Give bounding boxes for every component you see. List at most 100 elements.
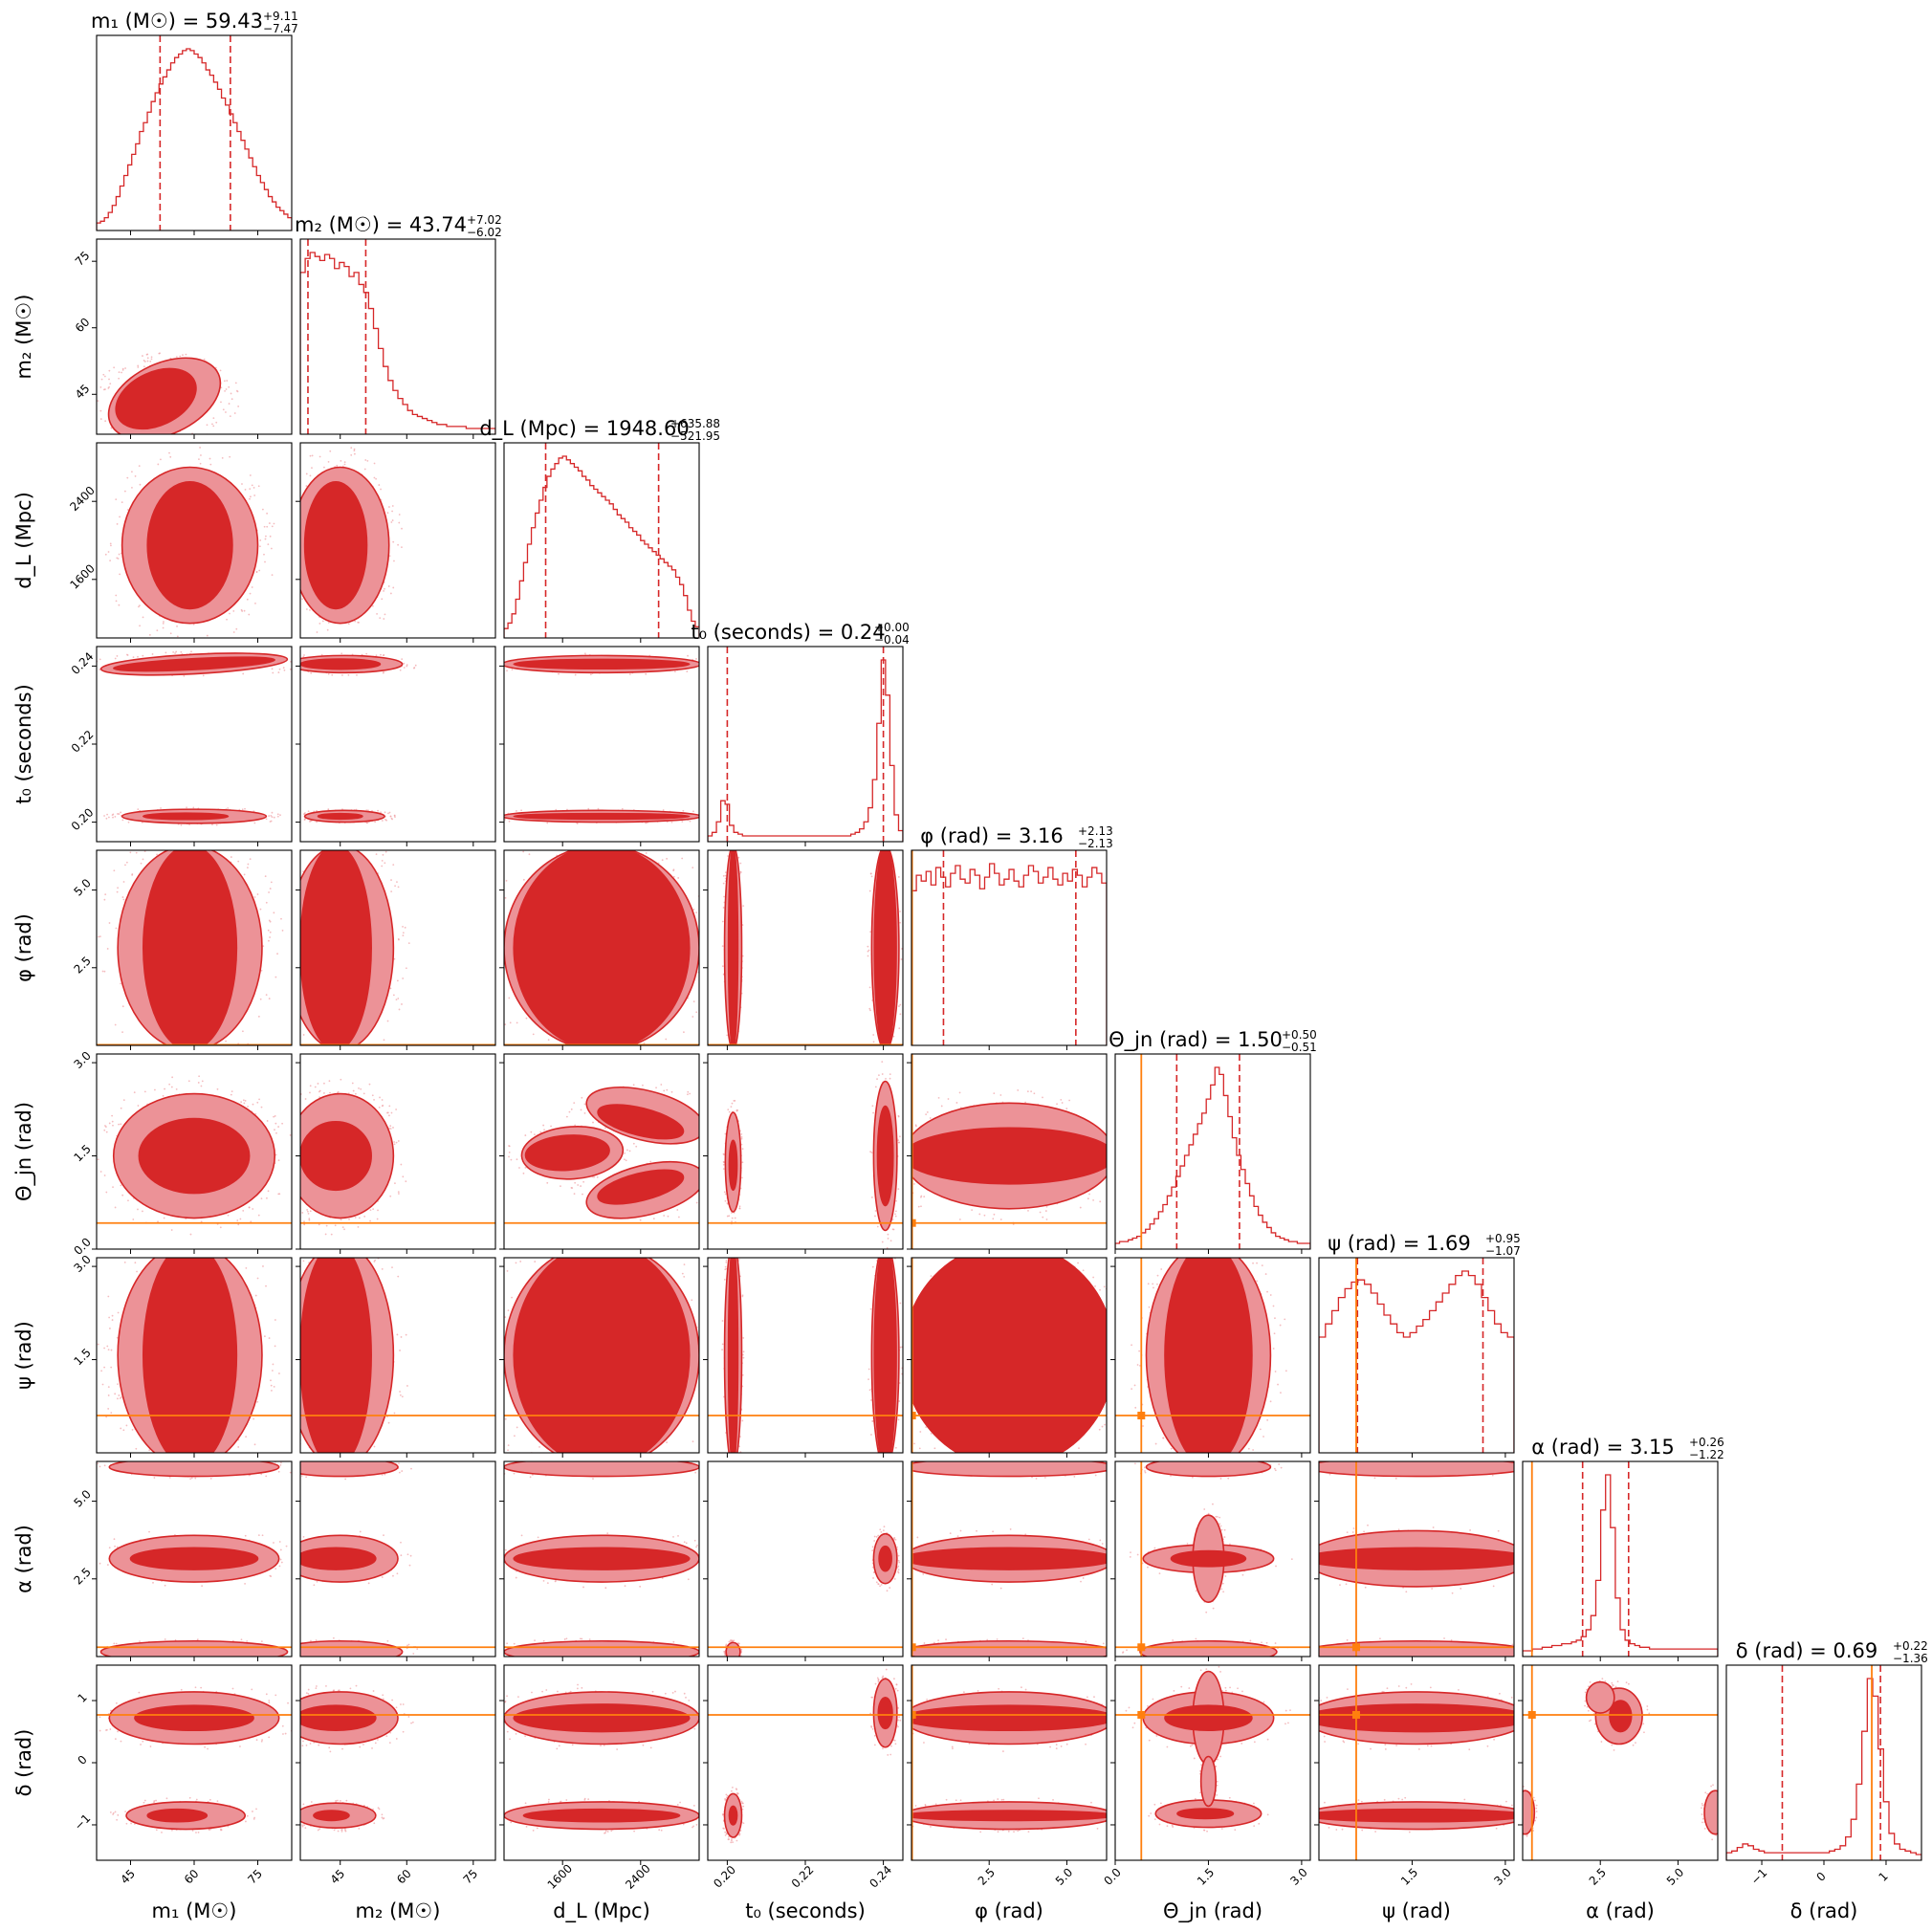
sample-point xyxy=(1305,1703,1306,1705)
sample-point xyxy=(1088,1193,1090,1196)
sample-point xyxy=(1131,1296,1132,1298)
sample-point xyxy=(737,1056,739,1058)
sample-point xyxy=(112,813,115,816)
sample-point xyxy=(296,1456,298,1458)
sample-point xyxy=(394,816,396,819)
sample-point xyxy=(1147,1566,1149,1569)
sample-point xyxy=(604,1830,607,1833)
sample-point xyxy=(399,1394,402,1396)
sample-point xyxy=(508,1155,510,1158)
sample-point xyxy=(237,1446,240,1448)
histogram-m2 xyxy=(300,252,495,434)
sample-point xyxy=(271,668,274,670)
sample-point xyxy=(295,586,296,588)
sample-point xyxy=(704,1466,706,1468)
sample-point xyxy=(257,1015,260,1018)
sample-point xyxy=(225,411,227,413)
sample-point xyxy=(400,1541,402,1544)
sample-point xyxy=(1509,1460,1511,1461)
sample-point xyxy=(212,425,215,428)
sample-point xyxy=(886,823,888,825)
sample-point xyxy=(200,454,202,456)
sample-point xyxy=(726,1215,729,1218)
sample-point xyxy=(1237,1687,1239,1690)
sample-point xyxy=(725,1267,728,1270)
sample-point xyxy=(1182,1227,1184,1229)
sample-point xyxy=(353,450,356,452)
sample-point xyxy=(732,1064,734,1065)
sample-point xyxy=(284,929,286,931)
sample-point xyxy=(122,1429,125,1432)
sample-point xyxy=(1224,1686,1227,1689)
sample-point xyxy=(294,1136,296,1138)
sample-point xyxy=(274,1694,277,1697)
sample-point xyxy=(681,1272,684,1275)
sample-point xyxy=(356,1061,358,1063)
sample-point xyxy=(1627,1682,1630,1685)
sample-point xyxy=(283,1730,285,1732)
histogram-delta xyxy=(1726,1678,1921,1860)
panel-frame-alpha-dL xyxy=(503,1460,700,1658)
sample-point xyxy=(1128,1706,1131,1709)
sample-point xyxy=(289,1642,291,1644)
sample-point xyxy=(481,1466,483,1468)
sample-point xyxy=(712,1184,714,1186)
title-err-plus-theta: +0.50 xyxy=(1282,1028,1317,1042)
panel-frame-dL-m2 xyxy=(299,442,496,639)
sample-point xyxy=(1337,1460,1339,1461)
sample-point xyxy=(1171,1824,1174,1827)
sample-point xyxy=(695,1201,698,1204)
sample-point xyxy=(885,1468,887,1470)
sample-point xyxy=(388,1742,391,1745)
sample-point xyxy=(714,1553,715,1555)
sample-point xyxy=(1017,1457,1019,1459)
sample-point xyxy=(1193,1757,1196,1760)
sample-point xyxy=(316,809,318,812)
sample-point xyxy=(384,613,386,616)
sample-point xyxy=(104,1126,107,1128)
sample-point xyxy=(219,1226,222,1229)
sample-point xyxy=(961,1229,963,1231)
sample-point xyxy=(284,987,286,989)
sample-point xyxy=(271,811,274,814)
contour-inner-alpha-m2-0 xyxy=(300,1547,377,1570)
sample-point xyxy=(107,1408,110,1410)
sample-point xyxy=(209,463,212,466)
sample-point xyxy=(256,1400,259,1403)
sample-point xyxy=(132,1460,134,1461)
panel-frame-theta-phi xyxy=(911,1053,1108,1250)
sample-point xyxy=(672,1536,674,1538)
sample-point xyxy=(386,1020,389,1022)
sample-point xyxy=(333,1071,335,1073)
sample-point xyxy=(614,1227,616,1229)
sample-point xyxy=(114,1393,117,1395)
panel-psi-phi xyxy=(911,1229,1132,1453)
sample-point xyxy=(120,1123,122,1126)
sample-point xyxy=(702,1181,704,1183)
sample-point xyxy=(728,1067,730,1069)
sample-point xyxy=(687,1578,690,1581)
x-tick-label-theta: 0.0 xyxy=(1101,1865,1123,1887)
sample-point xyxy=(155,1829,158,1832)
sample-point xyxy=(1423,1663,1425,1665)
sample-point xyxy=(930,1433,933,1435)
sample-point xyxy=(729,1479,731,1481)
sample-point xyxy=(582,1073,584,1075)
sample-point xyxy=(1143,1466,1146,1469)
x-tick-label-m1: 75 xyxy=(245,1867,265,1887)
sample-point xyxy=(274,1345,276,1348)
sample-point xyxy=(157,436,159,438)
contour-inner-delta-t0-0 xyxy=(877,1696,893,1730)
sample-point xyxy=(241,1030,244,1033)
sample-point xyxy=(1357,1743,1360,1745)
sample-point xyxy=(117,813,119,815)
sample-point xyxy=(898,1400,901,1402)
contour-inner-delta-phi-1 xyxy=(911,1810,1107,1822)
panel-psi-psi xyxy=(1319,1258,1514,1453)
sample-point xyxy=(1290,1718,1292,1720)
sample-point xyxy=(395,1109,398,1110)
sample-point xyxy=(1042,1216,1044,1218)
sample-point xyxy=(618,1229,620,1231)
sample-point xyxy=(323,1092,325,1094)
sample-point xyxy=(175,1087,178,1090)
